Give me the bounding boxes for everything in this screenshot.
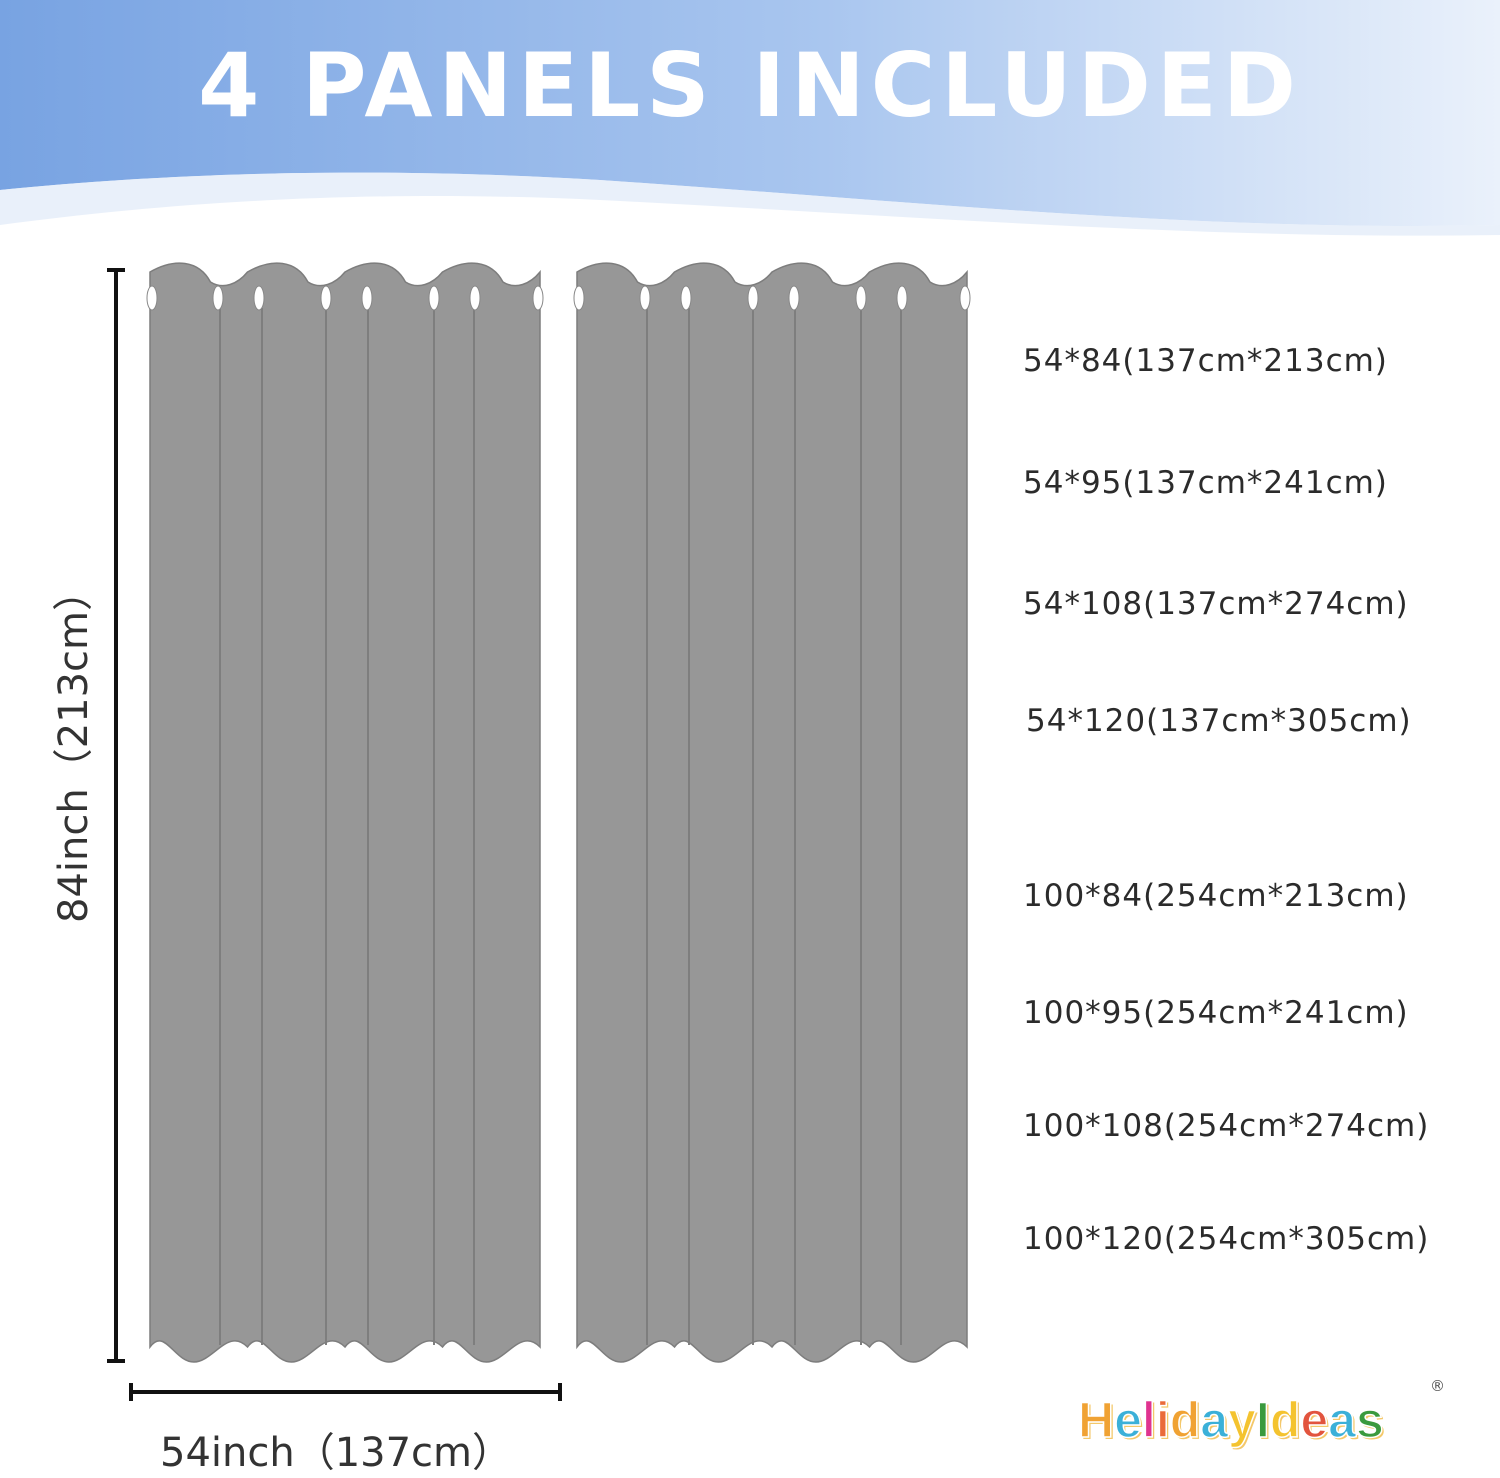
grommet-icon <box>573 285 585 311</box>
logo-letter: a <box>1200 1391 1229 1449</box>
brand-logo: HelidayIdeas <box>1077 1391 1384 1449</box>
logo-letter: d <box>1269 1391 1301 1449</box>
grommet-icon <box>747 285 759 311</box>
size-option: 54*108(137cm*274cm) <box>1023 586 1409 622</box>
logo-letter: H <box>1077 1391 1115 1449</box>
grommet-icon <box>320 285 332 311</box>
logo-letter: y <box>1227 1391 1256 1449</box>
grommet-icon <box>532 285 544 311</box>
curtain-panel <box>576 262 968 1363</box>
logo-letter: a <box>1327 1391 1356 1449</box>
registered-mark: ® <box>1430 1377 1445 1395</box>
logo-letter: l <box>1141 1391 1156 1449</box>
logo-letter: e <box>1113 1391 1142 1449</box>
logo-letter: e <box>1300 1391 1329 1449</box>
size-option: 100*120(254cm*305cm) <box>1023 1221 1430 1257</box>
size-option: 54*84(137cm*213cm) <box>1023 343 1388 379</box>
grommet-icon <box>855 285 867 311</box>
height-dimension-label: 84inch（213cm） <box>51 571 97 924</box>
grommet-icon <box>253 285 265 311</box>
grommet-icon <box>146 285 158 311</box>
header-banner <box>0 0 1500 236</box>
grommet-icon <box>361 285 373 311</box>
size-option: 100*84(254cm*213cm) <box>1023 878 1409 914</box>
logo-letter: d <box>1169 1391 1201 1449</box>
grommet-icon <box>469 285 481 311</box>
curtain-panel <box>149 262 541 1363</box>
grommet-icon <box>896 285 908 311</box>
grommet-icon <box>788 285 800 311</box>
size-option: 54*120(137cm*305cm) <box>1026 703 1412 739</box>
logo-letter: i <box>1155 1391 1170 1449</box>
grommet-icon <box>680 285 692 311</box>
size-option: 100*95(254cm*241cm) <box>1023 995 1409 1031</box>
size-option: 54*95(137cm*241cm) <box>1023 465 1388 501</box>
banner-title: 4 PANELS INCLUDED <box>198 34 1302 137</box>
grommet-icon <box>959 285 971 311</box>
grommet-icon <box>212 285 224 311</box>
size-option: 100*108(254cm*274cm) <box>1023 1108 1430 1144</box>
logo-letter: I <box>1255 1391 1270 1449</box>
width-dimension-label: 54inch（137cm） <box>160 1430 513 1476</box>
grommet-icon <box>639 285 651 311</box>
grommet-icon <box>428 285 440 311</box>
logo-letter: s <box>1355 1391 1384 1449</box>
